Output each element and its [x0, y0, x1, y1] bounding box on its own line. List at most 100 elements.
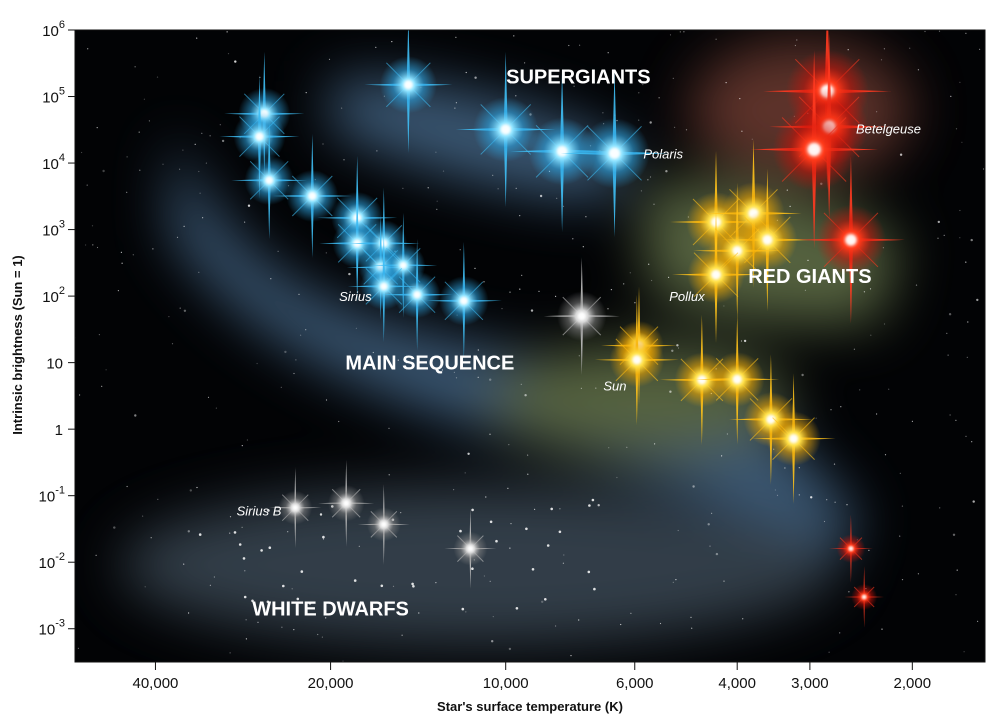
star-white-0	[543, 257, 620, 376]
star-labels: Polaris Betelgeuse Sirius Pollux Sun Sirius B	[237, 122, 921, 519]
dust-speck	[233, 531, 237, 534]
dust-speck	[198, 533, 202, 536]
dust-speck	[570, 655, 572, 657]
dust-speck	[435, 151, 437, 153]
dust-speck	[209, 135, 211, 137]
dust-speck	[649, 176, 652, 178]
dust-speck	[485, 496, 487, 498]
dust-speck	[555, 295, 557, 297]
x-tick-label-6: 2,000	[894, 675, 932, 692]
dust-speck	[126, 485, 128, 488]
star-blue-13	[455, 51, 556, 207]
dust-speck	[830, 409, 832, 411]
dust-speck	[972, 500, 975, 503]
dust-speck	[418, 612, 420, 614]
star-red-5	[844, 565, 885, 628]
dust-speck	[95, 554, 97, 556]
dust-speck	[455, 102, 457, 104]
dust-speck	[677, 529, 679, 532]
dust-speck	[139, 169, 141, 171]
dust-speck	[117, 290, 119, 292]
dust-speck	[937, 237, 939, 239]
dust-speck	[182, 149, 184, 151]
dust-speck	[876, 413, 878, 415]
dust-speck	[245, 638, 247, 640]
dust-speck	[967, 321, 969, 323]
dust-speck	[961, 141, 963, 143]
dust-speck	[979, 48, 981, 50]
star-label-1: Betelgeuse	[856, 122, 921, 137]
dust-speck	[509, 291, 511, 293]
star-red-2	[750, 50, 879, 249]
dust-speck	[659, 622, 662, 625]
dust-speck	[959, 209, 961, 212]
dust-speck	[157, 498, 159, 500]
dust-speck	[804, 289, 807, 291]
dust-speck	[638, 119, 640, 121]
dust-speck	[492, 616, 494, 618]
dust-speck	[179, 168, 181, 170]
dust-speck	[943, 234, 945, 236]
dust-speck	[949, 414, 951, 416]
dust-speck	[359, 601, 363, 605]
dust-speck	[497, 188, 499, 190]
dust-speck	[952, 533, 956, 536]
dust-speck	[798, 494, 800, 496]
dust-speck	[291, 588, 293, 590]
dust-speck	[848, 591, 850, 593]
dust-speck	[911, 420, 914, 422]
y-tick-label-3: 103	[42, 219, 65, 240]
dust-speck	[509, 547, 511, 549]
dust-speck	[201, 132, 203, 134]
dust-speck	[789, 205, 791, 207]
dust-speck	[956, 569, 958, 571]
star-label-2: Sirius	[339, 289, 372, 304]
dust-speck	[901, 579, 904, 581]
dust-speck	[465, 611, 467, 613]
star-white-1	[269, 467, 322, 548]
dust-speck	[242, 557, 246, 560]
dust-speck	[397, 359, 399, 361]
dust-speck	[515, 187, 517, 189]
dust-speck	[674, 126, 676, 128]
dust-speck	[319, 513, 323, 516]
dust-speck	[298, 293, 300, 295]
dust-speck	[597, 504, 600, 507]
dust-speck	[132, 254, 134, 256]
dust-speck	[402, 187, 404, 189]
dust-speck	[642, 84, 644, 86]
star-blue-3	[272, 133, 353, 258]
dust-speck	[406, 362, 408, 364]
dust-speck	[189, 489, 192, 492]
x-tick-label-1: 20,000	[308, 675, 354, 692]
dust-speck	[883, 48, 886, 50]
dust-speck	[325, 399, 328, 401]
star-red-3	[796, 156, 905, 324]
dust-speck	[227, 53, 230, 55]
dust-speck	[234, 60, 237, 63]
dust-speck	[365, 608, 367, 610]
x-tick-label-5: 3,000	[791, 675, 829, 692]
dust-speck	[544, 598, 547, 601]
dust-speck	[126, 156, 128, 158]
dust-speck	[715, 552, 719, 556]
dust-speck	[459, 249, 461, 251]
dust-speck	[81, 151, 83, 154]
star-blue-15	[560, 69, 669, 238]
dust-speck	[950, 95, 952, 97]
y-tick-label-7: 10-1	[39, 485, 65, 506]
dust-speck	[955, 128, 958, 130]
dust-speck	[853, 348, 856, 350]
dust-speck	[183, 225, 185, 227]
dust-speck	[436, 208, 438, 210]
dust-speck	[296, 597, 300, 601]
dust-speck	[464, 472, 466, 474]
dust-speck	[187, 530, 190, 533]
dust-speck	[823, 520, 826, 523]
dust-speck	[477, 349, 479, 351]
dust-speck	[965, 435, 967, 437]
dust-speck	[105, 369, 107, 371]
dust-speck	[508, 444, 510, 446]
dust-speck	[209, 584, 211, 586]
